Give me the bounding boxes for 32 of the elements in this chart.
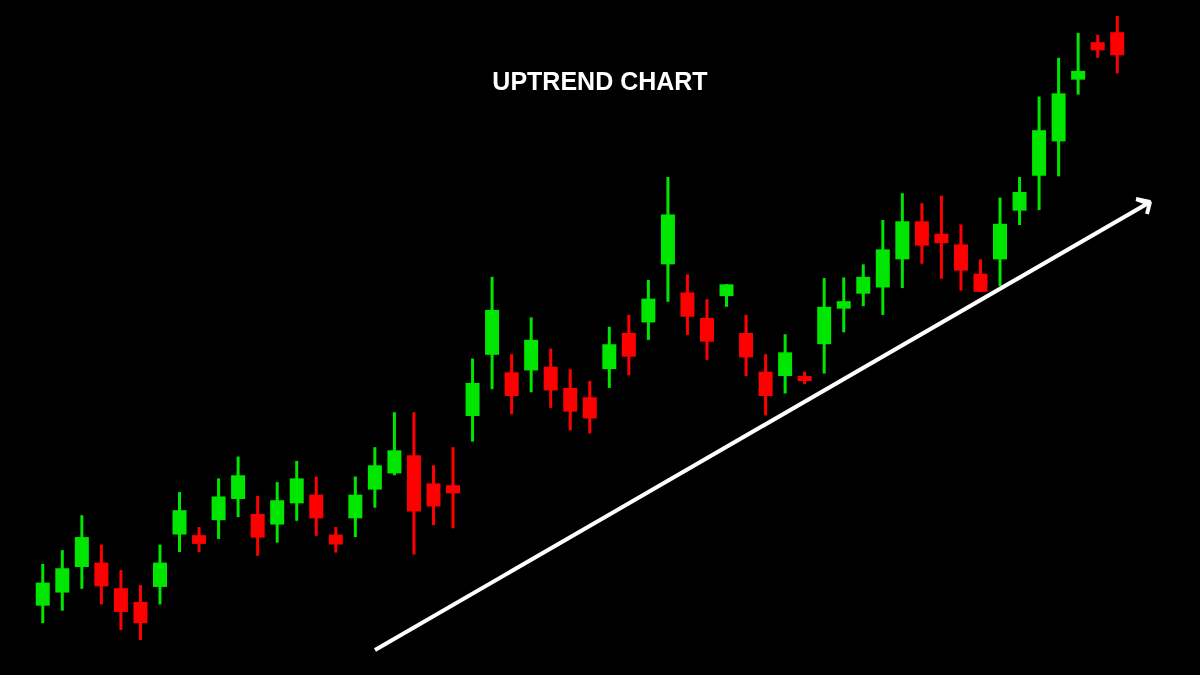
candlestick <box>563 369 578 431</box>
candlestick <box>699 299 714 360</box>
text: UPTREND CHART <box>491 67 709 95</box>
candlestick <box>231 456 246 519</box>
candlestick <box>543 348 558 408</box>
candlestick <box>309 476 324 536</box>
candlestick <box>426 465 441 527</box>
candlestick <box>582 381 597 434</box>
candlestick <box>973 259 988 292</box>
candlestick <box>192 527 207 553</box>
candlestick <box>133 585 148 640</box>
candlestick <box>348 476 363 539</box>
candlestick <box>1071 31 1086 95</box>
candlestick <box>1110 16 1125 74</box>
candlestick <box>446 447 461 529</box>
candlestick <box>641 278 656 340</box>
candlestick <box>856 264 871 308</box>
candlestick <box>387 412 402 476</box>
candlestick <box>35 562 50 625</box>
candlestick <box>621 313 636 376</box>
candlestick <box>1012 176 1027 227</box>
candlestick <box>778 334 793 394</box>
candlestick <box>250 494 265 556</box>
candlestick <box>328 527 343 553</box>
candlestick <box>504 354 519 416</box>
candlestick <box>94 544 109 605</box>
candlestick <box>934 195 949 279</box>
candlestick <box>719 284 734 307</box>
candlestick <box>113 570 128 631</box>
candlestick <box>211 478 226 539</box>
candlestick <box>1090 34 1105 58</box>
candlestick <box>836 277 851 333</box>
